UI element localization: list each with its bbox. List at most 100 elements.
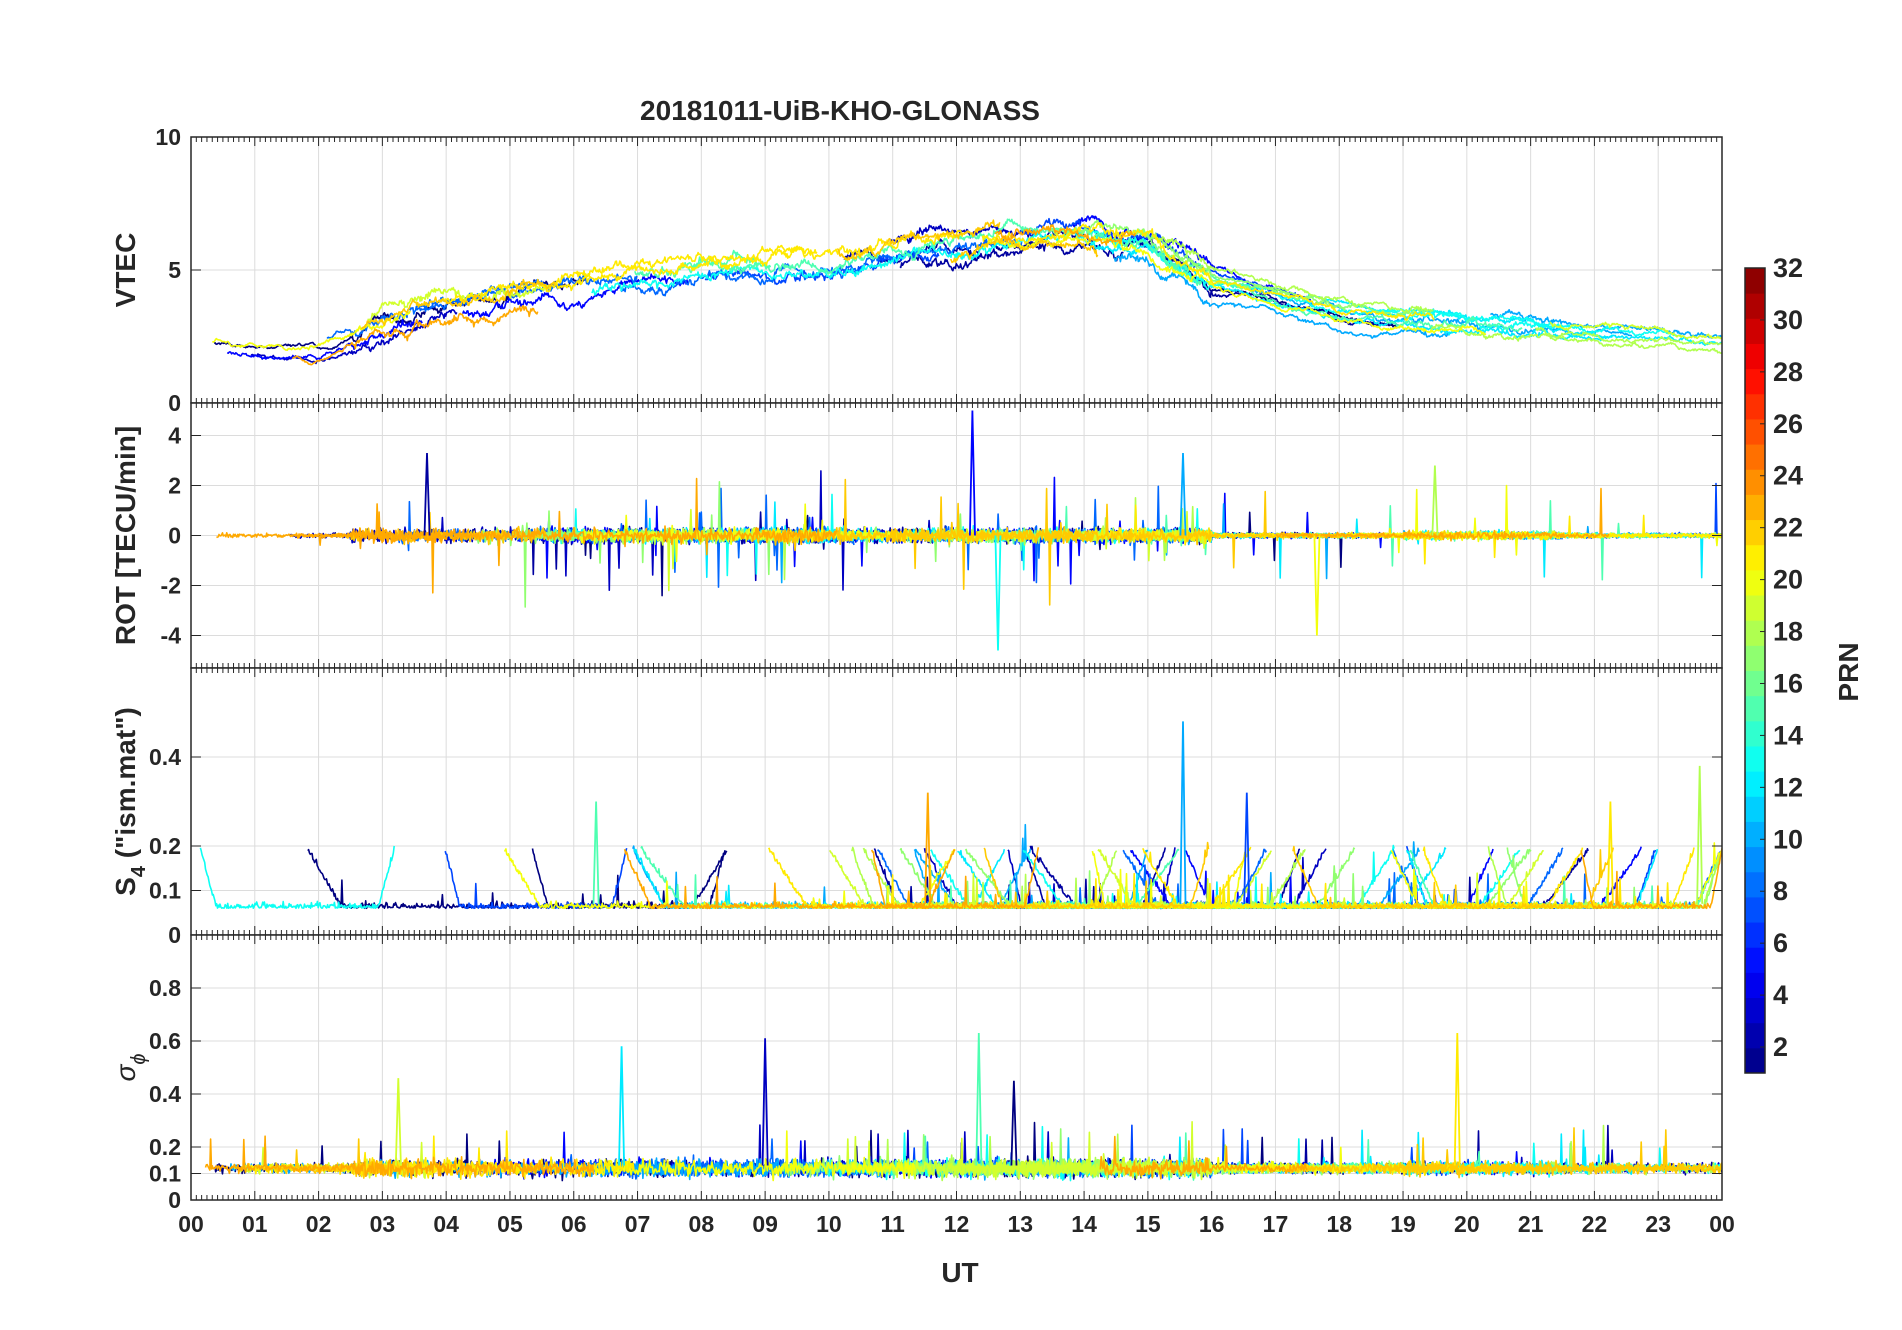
series-s4 bbox=[199, 823, 1722, 910]
x-tick-label: 12 bbox=[944, 1211, 970, 1237]
x-tick-label: 18 bbox=[1326, 1211, 1352, 1237]
series-line-prn-22 bbox=[360, 278, 556, 330]
series-line-prn-23 bbox=[1580, 848, 1722, 910]
colorbar-swatch bbox=[1745, 268, 1765, 294]
x-tick-label: 19 bbox=[1390, 1211, 1416, 1237]
peak-mark bbox=[924, 792, 932, 904]
colorbar-tick-label: 26 bbox=[1773, 409, 1803, 439]
series-line-prn-23 bbox=[994, 224, 1136, 246]
peak-mark bbox=[1431, 465, 1439, 536]
colorbar-swatch bbox=[1745, 771, 1765, 797]
peak-mark bbox=[394, 1078, 402, 1166]
colorbar-frame bbox=[1744, 267, 1766, 1074]
x-tick-label: 10 bbox=[816, 1211, 842, 1237]
y-tick-label: -4 bbox=[161, 623, 182, 649]
colorbar-tick-label: 32 bbox=[1773, 253, 1803, 283]
x-tick-label: 11 bbox=[881, 1211, 906, 1237]
series-line-prn-15 bbox=[687, 218, 1203, 287]
colorbar-swatch bbox=[1745, 418, 1765, 445]
series-vtec bbox=[211, 215, 1722, 366]
x-tick-label: 05 bbox=[497, 1211, 523, 1237]
series-line-prn-20 bbox=[586, 1130, 916, 1182]
colorbar-swatch bbox=[1745, 444, 1765, 470]
series-line-prn-23 bbox=[204, 1135, 595, 1180]
series-line-prn-21 bbox=[553, 245, 818, 292]
y-tick-label: 0.4 bbox=[149, 744, 181, 770]
series-line-prn-17 bbox=[1127, 228, 1434, 318]
peak-mark bbox=[1010, 1080, 1018, 1166]
series-line-prn-23 bbox=[1099, 1135, 1308, 1180]
x-tick-label: 17 bbox=[1263, 1211, 1289, 1237]
colorbar-tick-label: 20 bbox=[1773, 565, 1803, 595]
peak-mark bbox=[1606, 801, 1614, 904]
peak-mark bbox=[969, 410, 976, 536]
y-axis-label-s4: S4 ("ism.mat") bbox=[110, 707, 150, 896]
colorbar-swatch bbox=[1745, 922, 1765, 948]
series-line-prn-20 bbox=[211, 310, 411, 352]
peak-mark bbox=[423, 452, 431, 536]
y-axis-label-rot: ROT [TECU/min] bbox=[110, 426, 141, 645]
series-rot bbox=[216, 470, 1722, 608]
y-tick-label: 10 bbox=[155, 124, 181, 150]
colorbar-swatch bbox=[1745, 293, 1765, 319]
series-line-prn-10 bbox=[1113, 252, 1449, 339]
series-line-prn-5 bbox=[226, 319, 423, 361]
y-tick-label: -2 bbox=[161, 573, 181, 599]
x-tick-label: 23 bbox=[1645, 1211, 1671, 1237]
y-tick-label: 0 bbox=[168, 523, 181, 549]
series-line-prn-13 bbox=[199, 845, 395, 910]
series-line-prn-22 bbox=[1291, 1127, 1722, 1179]
colorbar-swatch bbox=[1745, 821, 1765, 848]
colorbar-swatch bbox=[1745, 645, 1765, 671]
colorbar-tick-label: 10 bbox=[1773, 824, 1803, 854]
colorbar-swatch bbox=[1745, 569, 1765, 596]
series-line-prn-8 bbox=[620, 237, 1023, 297]
colorbar-swatch bbox=[1745, 670, 1765, 697]
x-tick-label: 02 bbox=[306, 1211, 332, 1237]
colorbar-swatch bbox=[1745, 318, 1765, 344]
x-tick-label: 03 bbox=[370, 1211, 396, 1237]
peak-mark bbox=[1243, 792, 1251, 904]
colorbar-swatch bbox=[1745, 846, 1765, 873]
panel-s4: 0 0.1 0.2 0.4S4 ("ism.mat") bbox=[110, 667, 1723, 948]
series-line-prn-18 bbox=[1159, 236, 1432, 313]
series-line-prn-23 bbox=[623, 849, 956, 910]
colorbar-swatch bbox=[1745, 745, 1765, 772]
colorbar-swatch bbox=[1745, 1047, 1765, 1074]
x-tick-label: 01 bbox=[242, 1211, 268, 1237]
peak-mark bbox=[1313, 535, 1321, 636]
panel-rot: -4 -2 0 2 4 ROT [TECU/min] bbox=[110, 402, 1723, 669]
colorbar-tick-label: 28 bbox=[1773, 357, 1803, 387]
y-tick-label: 2 bbox=[168, 473, 181, 499]
y-axis-label-vtec: VTEC bbox=[110, 233, 141, 308]
colorbar-swatch bbox=[1745, 519, 1765, 546]
colorbar-tick-label: 22 bbox=[1773, 513, 1803, 543]
y-tick-label: 0.8 bbox=[149, 975, 181, 1001]
x-ticks-s4 bbox=[190, 668, 1723, 935]
colorbar-swatch bbox=[1745, 695, 1765, 722]
colorbar-swatch bbox=[1745, 595, 1765, 621]
colorbar-swatch bbox=[1745, 972, 1765, 999]
colorbar-swatch bbox=[1745, 393, 1765, 420]
y-tick-label: 4 bbox=[168, 423, 181, 449]
x-tick-label: 14 bbox=[1071, 1211, 1097, 1237]
series-line-prn-19 bbox=[367, 284, 551, 323]
x-tick-labels: 00 01 02 03 04 05 06 07 08 09 10 11 12 13 14 15 16 17 18 19… bbox=[178, 1211, 1735, 1237]
series-line-prn-21 bbox=[981, 222, 1435, 321]
series-line-prn-23 bbox=[1275, 487, 1610, 542]
x-tick-label: 15 bbox=[1135, 1211, 1161, 1237]
peak-mark bbox=[618, 1046, 625, 1166]
series-line-prn-19 bbox=[1549, 321, 1722, 340]
colorbar-label: PRN bbox=[1833, 642, 1864, 701]
colorbar-tick-label: 8 bbox=[1773, 876, 1788, 906]
y-tick-label: 0 bbox=[168, 1187, 181, 1213]
x-tick-label: 00 bbox=[1709, 1211, 1735, 1237]
x-tick-label: 06 bbox=[561, 1211, 587, 1237]
peak-mark bbox=[592, 801, 600, 904]
y-axis-label-sigma-phi: σϕ bbox=[110, 1053, 150, 1081]
colorbar-swatch bbox=[1745, 947, 1765, 973]
series-line-prn-22 bbox=[949, 234, 1099, 264]
colorbar-tick-label: 18 bbox=[1773, 617, 1803, 647]
